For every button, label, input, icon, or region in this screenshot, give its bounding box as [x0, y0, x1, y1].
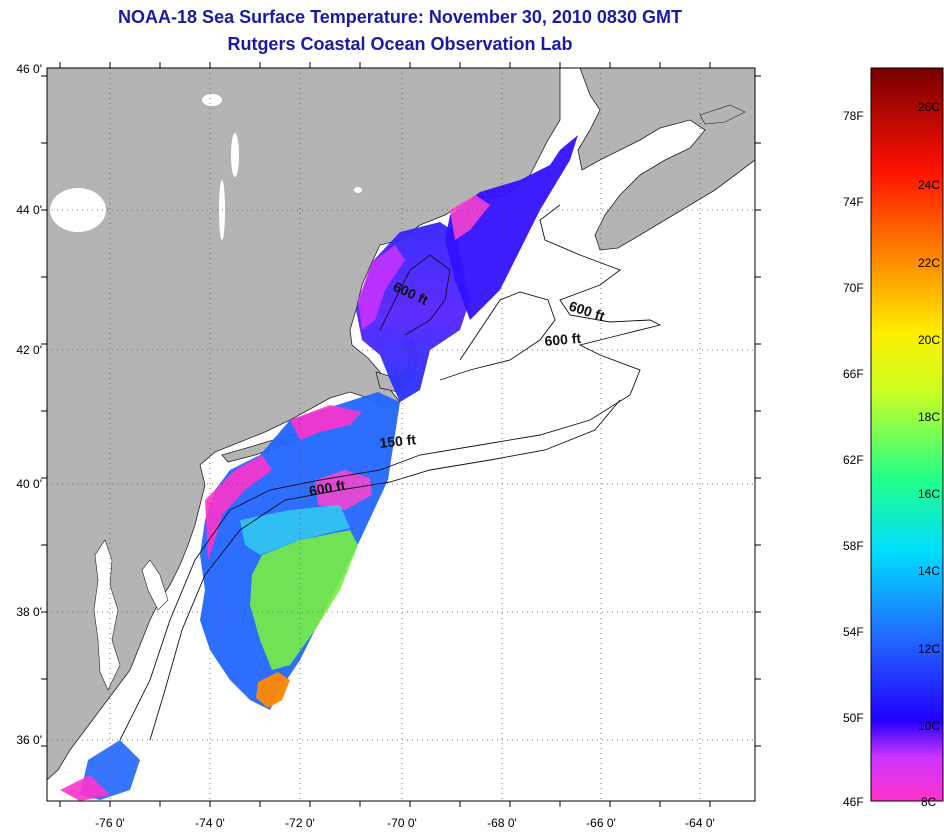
colorbar-frame [870, 67, 944, 802]
sst-cold-edge [358, 245, 405, 330]
map-title: NOAA-18 Sea Surface Temperature: Novembe… [118, 7, 682, 27]
grid-lines [47, 68, 755, 801]
colorbar-f-label: 78F [843, 109, 864, 123]
lon-tick-label: -68 0' [487, 816, 517, 830]
lat-tick-label: 38 0' [16, 605, 42, 619]
sst-cold-edge [205, 455, 272, 560]
colorbar-c-label: 10C [918, 719, 941, 733]
colorbar-f-label: 62F [843, 453, 864, 467]
lat-tick-label: 40 0' [16, 477, 42, 491]
sst-south-patch [60, 775, 110, 801]
colorbar-c-label: 8C [921, 795, 937, 809]
lon-tick-label: -70 0' [387, 816, 417, 830]
colorbar-c-label: 12C [918, 642, 941, 656]
sst-cold-edge [450, 195, 490, 240]
axis-ticks [41, 62, 761, 807]
contour-line [379, 254, 451, 336]
colorbar-f-label: 70F [843, 281, 864, 295]
land-mainland [47, 68, 561, 781]
lon-tick-label: -74 0' [195, 816, 225, 830]
colorbar-c-label: 22C [918, 256, 941, 270]
lon-tick-label: -66 0' [586, 816, 616, 830]
colorbar-f-label: 46F [843, 795, 864, 809]
sst-cold-edge [290, 405, 362, 440]
colorbar-c-label: 18C [918, 410, 941, 424]
lon-tick-label: -64 0' [685, 816, 715, 830]
colorbar-c-label: 24C [918, 178, 941, 192]
sst-warm-green [250, 530, 358, 670]
delaware-bay [141, 559, 169, 611]
colorbar-c-label: 26C [918, 100, 941, 114]
contour-label: 600 ft [308, 477, 347, 499]
sst-warm-orange [256, 672, 290, 708]
colorbar-c-label: 16C [918, 487, 941, 501]
colorbar-c-label: 14C [918, 564, 941, 578]
contour-line [149, 399, 621, 741]
lat-tick-label: 42 0' [16, 343, 42, 357]
contour-label: 150 ft [379, 431, 417, 451]
colorbar-f-label: 74F [843, 195, 864, 209]
contour-line [439, 291, 556, 381]
lat-tick-label: 44 0' [16, 203, 42, 217]
lake [354, 187, 362, 193]
map-subtitle: Rutgers Coastal Ocean Observation Lab [227, 34, 573, 54]
contour-label: 600 ft [544, 330, 582, 349]
map-frame [46, 67, 756, 802]
sst-warm-cyan [240, 505, 350, 555]
lat-tick-label: 36 0' [16, 733, 42, 747]
colorbar-f-label: 50F [843, 711, 864, 725]
chesapeake-bay [93, 539, 121, 691]
lat-tick-label: 46 0' [16, 62, 42, 76]
lon-tick-label: -76 0' [95, 816, 125, 830]
colorbar-f-label: 54F [843, 625, 864, 639]
colorbar-f-label: 58F [843, 539, 864, 553]
lake [202, 94, 222, 106]
land-pei [699, 104, 746, 125]
contour-line [119, 204, 662, 741]
sst-cold-edge [315, 470, 372, 510]
lon-tick-label: -72 0' [285, 816, 315, 830]
colorbar [871, 68, 943, 801]
sst-swath-north [445, 135, 578, 320]
colorbar-c-label: 20C [918, 333, 941, 347]
colorbar-f-label: 66F [843, 367, 864, 381]
lake [231, 133, 239, 177]
